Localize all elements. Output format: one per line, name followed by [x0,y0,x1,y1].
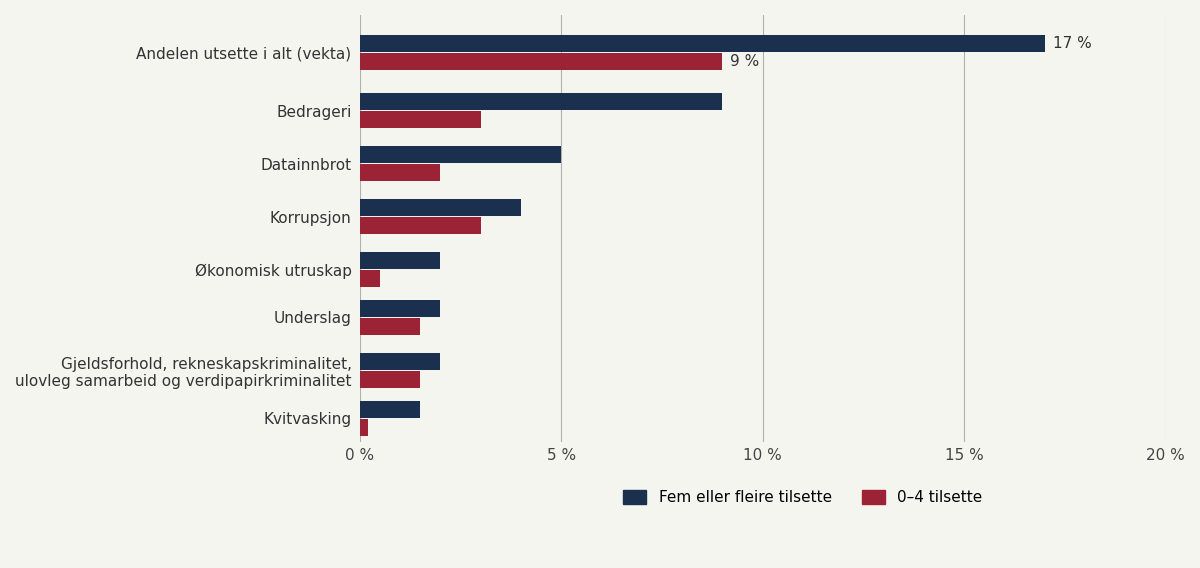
Bar [360,252,440,269]
Bar [360,164,440,181]
Bar [360,371,420,388]
Bar [360,318,420,335]
Bar [360,217,481,234]
Legend: Fem eller fleire tilsette, 0–4 tilsette: Fem eller fleire tilsette, 0–4 tilsette [617,484,989,511]
Bar [360,93,722,110]
Bar [360,146,562,163]
Text: 9 %: 9 % [731,53,760,69]
Bar [360,35,1045,52]
Bar [360,353,440,370]
Bar [360,199,521,216]
Bar [360,53,722,70]
Bar [360,300,440,317]
Bar [360,419,368,436]
Bar [360,401,420,417]
Text: 17 %: 17 % [1052,36,1092,51]
Bar [360,270,380,287]
Bar [360,111,481,128]
